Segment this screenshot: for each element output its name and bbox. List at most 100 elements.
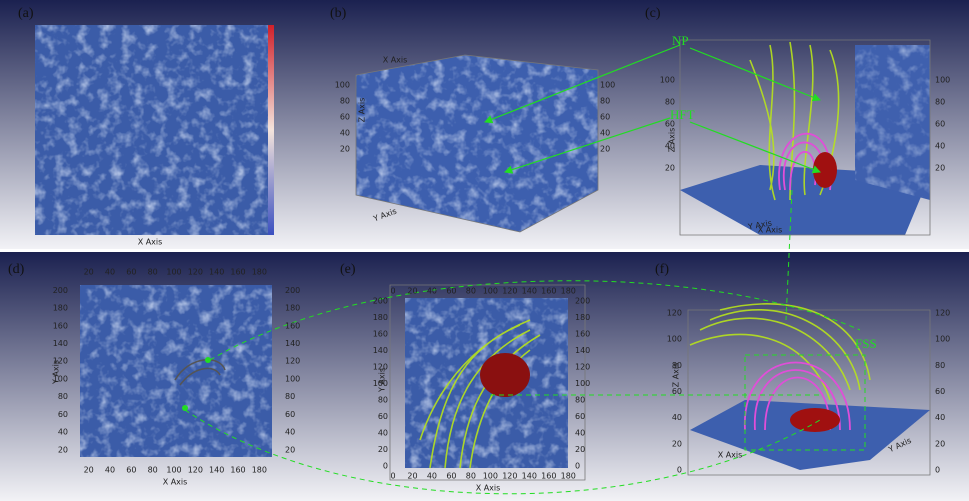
- y-tick-label: 40: [58, 428, 68, 437]
- y-tick-label: 180: [575, 313, 590, 322]
- y-tick-label: 140: [53, 339, 68, 348]
- y-tick-label: 20: [378, 445, 388, 454]
- x-tick-label: 120: [502, 287, 517, 296]
- x-tick-label: 20: [84, 268, 94, 277]
- y-tick-label: 200: [373, 297, 388, 306]
- y-tick-label: 120: [285, 357, 300, 366]
- y-tick-label: 160: [575, 330, 590, 339]
- x-tick-label: 160: [541, 472, 556, 481]
- x-tick-label: 180: [561, 287, 576, 296]
- z-tick-label: 120: [935, 309, 950, 318]
- x-tick-label: 120: [502, 472, 517, 481]
- axis-title: Z Axis: [672, 363, 681, 388]
- z-tick-label: 40: [935, 413, 945, 422]
- y-tick-label: 160: [373, 330, 388, 339]
- z-tick-label: 0: [677, 466, 682, 475]
- y-tick-label: 180: [53, 304, 68, 313]
- y-tick-label: 100: [53, 374, 68, 383]
- y-tick-label: 40: [575, 429, 585, 438]
- x-tick-label: 40: [105, 268, 115, 277]
- y-tick-label: 120: [373, 363, 388, 372]
- z-tick-label: 20: [935, 164, 945, 173]
- y-tick-label: 20: [58, 445, 68, 454]
- x-tick-label: 180: [252, 466, 267, 475]
- x-tick-label: 80: [148, 268, 158, 277]
- z-tick-label: 100: [335, 81, 350, 90]
- x-tick-label: 100: [166, 268, 181, 277]
- x-tick-label: 120: [188, 466, 203, 475]
- axis-title: X Axis: [476, 484, 501, 493]
- z-tick-label: 120: [667, 309, 682, 318]
- x-tick-label: 20: [407, 472, 417, 481]
- x-tick-label: 0: [390, 472, 395, 481]
- z-tick-label: 60: [672, 387, 682, 396]
- y-tick-label: 140: [285, 339, 300, 348]
- field-lines: [174, 41, 871, 469]
- x-tick-label: 40: [105, 466, 115, 475]
- x-tick-label: 160: [230, 466, 245, 475]
- annotation: HFT: [670, 107, 695, 122]
- x-tick-label: 20: [84, 466, 94, 475]
- x-tick-label: 40: [427, 287, 437, 296]
- x-tick-label: 140: [522, 472, 537, 481]
- x-tick-label: 180: [252, 268, 267, 277]
- z-tick-label: 80: [935, 361, 945, 370]
- x-tick-label: 100: [166, 466, 181, 475]
- x-tick-label: 120: [188, 268, 203, 277]
- z-tick-label: 60: [600, 113, 610, 122]
- z-tick-label: 60: [340, 113, 350, 122]
- z-tick-label: 20: [665, 164, 675, 173]
- z-tick-label: 20: [935, 439, 945, 448]
- panel-label: (e): [340, 262, 356, 277]
- y-tick-label: 60: [58, 410, 68, 419]
- panel-label: (b): [330, 6, 347, 21]
- y-tick-label: 80: [575, 396, 585, 405]
- panel-label: (f): [655, 262, 669, 277]
- y-tick-label: 100: [285, 374, 300, 383]
- z-tick-label: 60: [665, 120, 675, 129]
- z-tick-label: 80: [935, 98, 945, 107]
- y-tick-label: 40: [285, 428, 295, 437]
- axis-title: X Axis: [718, 451, 743, 460]
- y-tick-label: 200: [285, 286, 300, 295]
- images: [35, 25, 931, 481]
- z-tick-label: 40: [665, 142, 675, 151]
- y-tick-label: 60: [285, 410, 295, 419]
- x-tick-label: 20: [407, 287, 417, 296]
- z-tick-label: 40: [600, 129, 610, 138]
- x-tick-label: 180: [561, 472, 576, 481]
- y-tick-label: 180: [285, 304, 300, 313]
- z-tick-label: 100: [660, 76, 675, 85]
- z-tick-label: 20: [600, 145, 610, 154]
- y-tick-label: 100: [575, 379, 590, 388]
- panel-label: (a): [18, 6, 34, 21]
- x-tick-label: 80: [148, 466, 158, 475]
- z-tick-label: 80: [600, 97, 610, 106]
- y-tick-label: 140: [575, 346, 590, 355]
- y-tick-label: 80: [285, 392, 295, 401]
- y-tick-label: 0: [383, 462, 388, 471]
- y-tick-label: 80: [58, 392, 68, 401]
- axis-title: Y Axis: [378, 368, 387, 393]
- x-tick-label: 140: [522, 287, 537, 296]
- y-tick-label: 180: [373, 313, 388, 322]
- z-tick-label: 20: [340, 145, 350, 154]
- y-tick-label: 140: [373, 346, 388, 355]
- y-tick-label: 20: [575, 445, 585, 454]
- y-tick-label: 60: [378, 412, 388, 421]
- connectors: [182, 44, 866, 495]
- x-tick-label: 100: [483, 287, 498, 296]
- x-tick-label: 60: [126, 466, 136, 475]
- x-tick-label: 140: [209, 466, 224, 475]
- x-tick-label: 160: [230, 268, 245, 277]
- x-tick-label: 60: [446, 287, 456, 296]
- y-tick-label: 80: [378, 396, 388, 405]
- z-tick-label: 100: [935, 335, 950, 344]
- z-tick-label: 40: [672, 413, 682, 422]
- z-tick-label: 100: [935, 76, 950, 85]
- z-tick-label: 60: [935, 120, 945, 129]
- x-tick-label: 40: [427, 472, 437, 481]
- x-tick-label: 100: [483, 472, 498, 481]
- x-tick-label: 80: [466, 472, 476, 481]
